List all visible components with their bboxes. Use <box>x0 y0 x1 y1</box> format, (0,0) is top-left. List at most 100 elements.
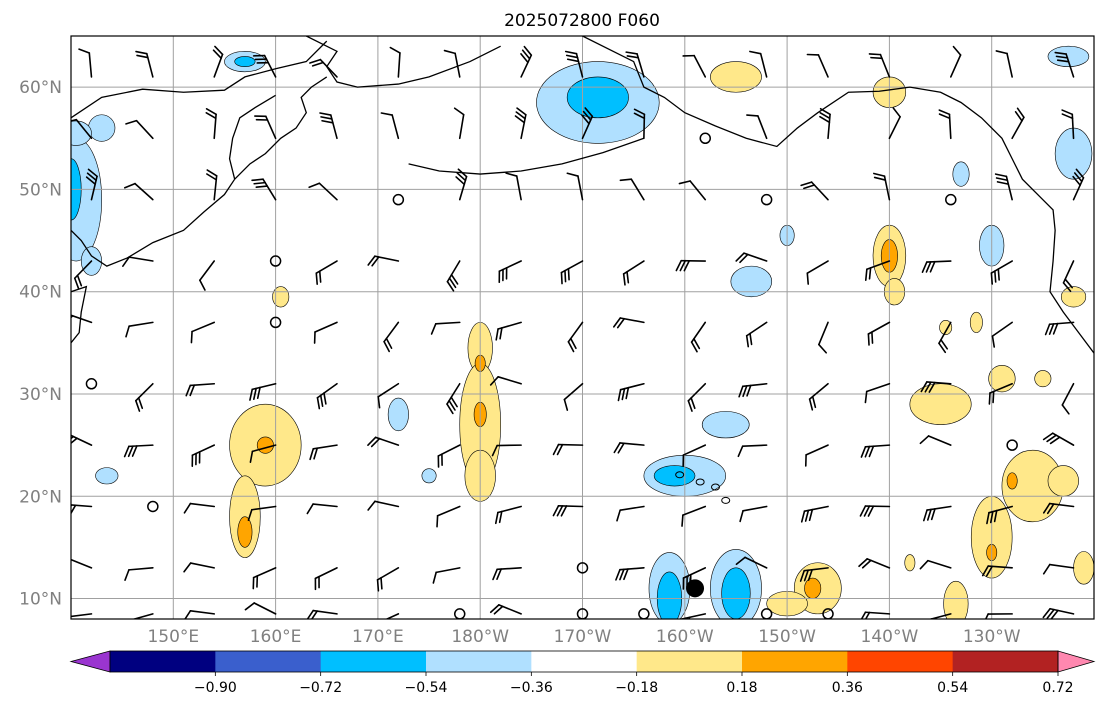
wind-barb <box>376 567 400 592</box>
wind-barb <box>244 602 277 615</box>
wind-barb <box>938 321 952 354</box>
wind-barb <box>383 321 400 353</box>
map-title: 2025072800 F060 <box>504 11 660 31</box>
colorbar: −0.90 −0.72 −0.54 −0.36 −0.18 0.18 0.36 0.54 0.7… <box>69 650 1096 696</box>
wind-barb <box>1011 107 1025 140</box>
lat-tick-label: 20°N <box>19 487 62 507</box>
wind-barb <box>873 172 891 201</box>
shaded-region <box>1006 472 1018 490</box>
wind-barb <box>1042 563 1075 575</box>
wind-barb <box>191 444 216 467</box>
wind-barb <box>319 112 338 140</box>
island <box>710 483 720 491</box>
wind-barb <box>988 382 1013 405</box>
wind-barb <box>514 107 527 140</box>
shaded-region <box>566 76 629 119</box>
lon-tick-label: 130°W <box>963 627 1021 647</box>
wind-barb <box>860 444 891 458</box>
wind-barb <box>682 444 707 467</box>
shaded-region <box>71 120 92 146</box>
wind-barb <box>991 321 1013 348</box>
calm-wind-circle <box>269 255 282 267</box>
wind-barb <box>622 260 645 286</box>
colorbar-tick-label: −0.72 <box>299 680 342 696</box>
coastline <box>71 178 236 267</box>
wind-barb <box>367 436 400 448</box>
colorbar-tick-label: −0.90 <box>194 680 237 696</box>
wind-barb <box>806 53 829 78</box>
wind-barb <box>380 112 400 140</box>
wind-barb <box>183 562 216 573</box>
calm-wind-circle <box>576 562 589 574</box>
wind-barb <box>247 505 277 521</box>
lat-tick-label: 10°N <box>19 590 62 610</box>
coastline <box>305 36 501 88</box>
wind-barb <box>1044 321 1075 336</box>
colorbar-tick-label: −0.18 <box>615 680 658 696</box>
wind-barb <box>681 505 707 527</box>
shaded-region <box>237 516 253 548</box>
lat-tick-label: 40°N <box>19 283 62 303</box>
wind-barb <box>687 382 707 412</box>
lon-tick-label: 180°W <box>451 627 509 647</box>
wind-barb <box>986 505 1013 525</box>
wind-barb <box>1061 109 1075 140</box>
coastline <box>234 76 328 180</box>
shaded-region <box>710 61 762 93</box>
shaded-region <box>234 56 256 67</box>
wind-barb <box>995 50 1013 78</box>
wind-barb <box>567 321 584 353</box>
calm-wind-circle <box>269 316 282 329</box>
wind-barb <box>71 613 93 618</box>
wind-barb <box>949 45 962 78</box>
wind-barb <box>71 434 93 446</box>
colorbar-tick-label: −0.36 <box>510 680 553 696</box>
wind-barb <box>73 260 93 290</box>
wind-barb <box>254 115 277 140</box>
wind-barb <box>860 611 891 619</box>
shaded-region <box>272 286 290 308</box>
colorbar-segment <box>952 651 1059 672</box>
wind-barb <box>921 260 952 273</box>
wind-barb <box>446 382 461 415</box>
wind-barb <box>625 51 645 78</box>
wind-barb <box>981 565 1013 577</box>
wind-barb <box>135 382 154 412</box>
wind-barb <box>749 50 768 78</box>
wind-barb <box>919 435 952 446</box>
wind-barb <box>492 567 522 581</box>
wind-barb <box>205 108 217 140</box>
wind-barb <box>690 321 707 353</box>
wind-barb <box>1042 502 1075 515</box>
lon-tick-label: 150°E <box>147 627 199 647</box>
wind-barb <box>735 252 768 264</box>
colorbar-tick-label: 0.18 <box>726 680 757 696</box>
lon-tick-label: 170°W <box>554 627 612 647</box>
wind-barb <box>443 49 461 78</box>
shaded-region <box>256 436 274 454</box>
wind-barb <box>453 107 465 140</box>
wind-barb <box>616 505 645 522</box>
wind-barb <box>867 321 891 346</box>
wind-barb <box>71 118 93 140</box>
shaded-region <box>1034 370 1052 388</box>
wind-barb <box>252 567 277 590</box>
wind-barb <box>682 54 707 78</box>
wind-barb <box>633 108 646 140</box>
wind-barb <box>251 178 277 201</box>
wind-barb <box>808 382 829 411</box>
wind-barb <box>800 505 829 523</box>
wind-barb <box>252 54 277 78</box>
wind-barbs-layer <box>71 45 1085 619</box>
shaded-region <box>653 465 696 487</box>
wind-barb <box>124 182 154 201</box>
wind-barb <box>309 444 338 461</box>
lon-tick-label: 150°W <box>758 627 816 647</box>
wind-barb <box>613 442 645 454</box>
wind-barb <box>858 558 891 569</box>
wind-barb <box>367 500 400 511</box>
calm-wind-circle <box>1006 439 1018 451</box>
wind-barb <box>446 260 461 292</box>
wind-barb <box>315 260 338 285</box>
